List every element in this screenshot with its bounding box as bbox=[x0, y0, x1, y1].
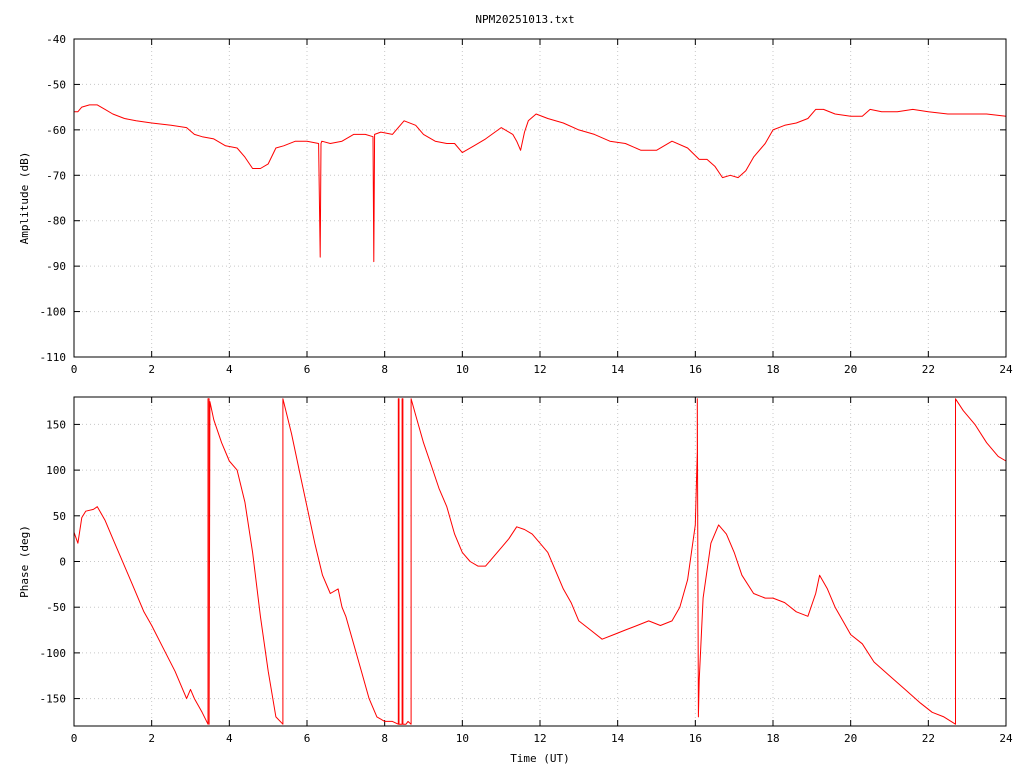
phase-xtick-label: 10 bbox=[456, 732, 469, 745]
amplitude-ytick-label: -50 bbox=[46, 78, 66, 91]
phase-ytick-label: 50 bbox=[53, 510, 66, 523]
amplitude-series-line bbox=[74, 104, 1007, 263]
phase-xtick-label: 22 bbox=[922, 732, 935, 745]
amplitude-xtick-label: 12 bbox=[533, 363, 546, 376]
phase-ytick-label: 0 bbox=[59, 556, 66, 569]
phase-xtick-label: 18 bbox=[766, 732, 779, 745]
amplitude-xtick-label: 0 bbox=[71, 363, 78, 376]
phase-ticks: 0 2 4 6 8 10 12 14 16 18 20 22 24-150-100-5005010015… bbox=[40, 397, 1013, 745]
amplitude-ticks: 0 2 4 6 8 10 12 14 16 18 20 22 24-110-100-90-80-70-6… bbox=[40, 33, 1013, 376]
phase-xtick-label: 24 bbox=[999, 732, 1013, 745]
phase-grid bbox=[74, 397, 1006, 726]
phase-ytick-label: -50 bbox=[46, 601, 66, 614]
amplitude-xtick-label: 2 bbox=[148, 363, 155, 376]
amplitude-xtick-label: 8 bbox=[381, 363, 388, 376]
phase-xlabel: Time (UT) bbox=[510, 752, 570, 765]
amplitude-ytick-label: -60 bbox=[46, 124, 66, 137]
chart-title: NPM20251013.txt bbox=[475, 13, 574, 26]
amplitude-ytick-label: -100 bbox=[40, 306, 67, 319]
phase-xtick-label: 4 bbox=[226, 732, 233, 745]
phase-xtick-label: 2 bbox=[148, 732, 155, 745]
phase-xtick-label: 20 bbox=[844, 732, 857, 745]
phase-ylabel: Phase (deg) bbox=[18, 525, 31, 598]
phase-xtick-label: 8 bbox=[381, 732, 388, 745]
amplitude-ytick-label: -70 bbox=[46, 169, 66, 182]
amplitude-xtick-label: 10 bbox=[456, 363, 469, 376]
amplitude-xtick-label: 6 bbox=[304, 363, 311, 376]
amplitude-xtick-label: 18 bbox=[766, 363, 779, 376]
amplitude-ytick-label: -90 bbox=[46, 260, 66, 273]
phase-ytick-label: 150 bbox=[46, 418, 66, 431]
phase-xtick-label: 0 bbox=[71, 732, 78, 745]
phase-plot-frame bbox=[73, 396, 1007, 727]
amplitude-xtick-label: 20 bbox=[844, 363, 857, 376]
amplitude-plot-frame bbox=[73, 38, 1007, 358]
amplitude-ytick-label: -110 bbox=[40, 351, 67, 364]
amplitude-xtick-label: 4 bbox=[226, 363, 233, 376]
phase-ytick-label: 100 bbox=[46, 464, 66, 477]
phase-xtick-label: 16 bbox=[689, 732, 702, 745]
amplitude-xtick-label: 22 bbox=[922, 363, 935, 376]
phase-xtick-label: 14 bbox=[611, 732, 625, 745]
phase-xtick-label: 12 bbox=[533, 732, 546, 745]
amplitude-xtick-label: 24 bbox=[999, 363, 1013, 376]
phase-xtick-label: 6 bbox=[304, 732, 311, 745]
amplitude-ytick-label: -40 bbox=[46, 33, 66, 46]
amplitude-ytick-label: -80 bbox=[46, 215, 66, 228]
amplitude-panel: 0 2 4 6 8 10 12 14 16 18 20 22 24-110-100-90-80-70-6… bbox=[18, 33, 1013, 376]
phase-ytick-label: -100 bbox=[40, 647, 67, 660]
amplitude-grid bbox=[74, 39, 1006, 357]
phase-ytick-label: -150 bbox=[40, 693, 67, 706]
amplitude-xtick-label: 16 bbox=[689, 363, 702, 376]
phase-panel: 0 2 4 6 8 10 12 14 16 18 20 22 24-150-100-5005010015… bbox=[18, 396, 1013, 765]
amplitude-ylabel: Amplitude (dB) bbox=[18, 152, 31, 245]
phase-series-line bbox=[73, 398, 1007, 725]
amplitude-xtick-label: 14 bbox=[611, 363, 625, 376]
